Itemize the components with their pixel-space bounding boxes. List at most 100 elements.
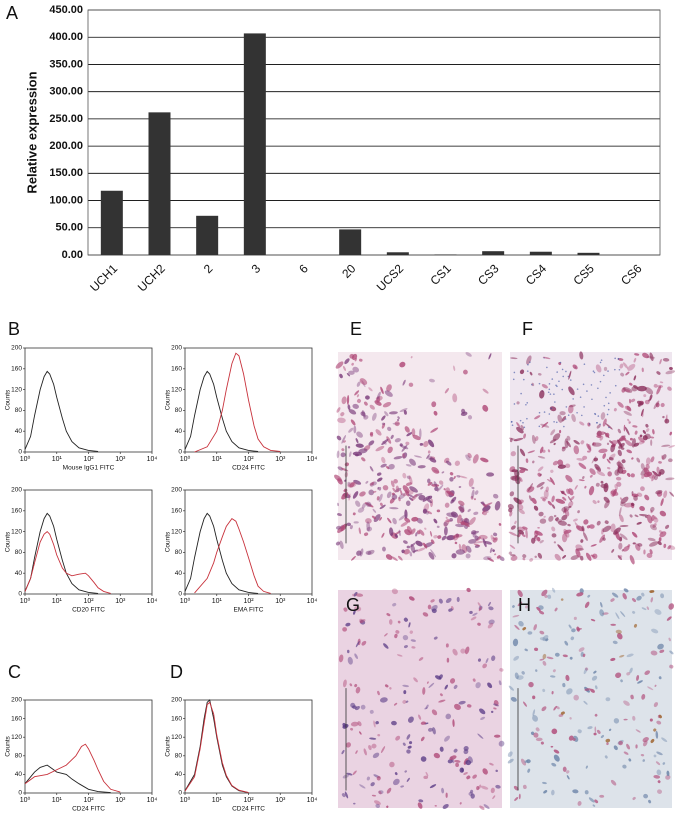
cell — [610, 657, 616, 662]
cell — [630, 473, 635, 478]
cell — [514, 624, 520, 630]
cell — [657, 643, 664, 650]
cell — [374, 800, 381, 805]
cell — [341, 448, 345, 452]
cell — [453, 365, 456, 372]
cell — [568, 386, 575, 396]
micrograph — [507, 587, 675, 808]
cell — [619, 533, 628, 541]
cell — [569, 717, 572, 720]
cell — [529, 371, 533, 376]
y-tick-label: 160 — [171, 508, 182, 515]
cell — [470, 793, 475, 799]
cell — [590, 618, 596, 622]
cell — [658, 461, 662, 464]
cell — [596, 431, 606, 436]
cell — [487, 682, 493, 689]
cell — [357, 721, 362, 727]
cell — [429, 530, 433, 537]
cell — [534, 436, 539, 442]
cell — [571, 628, 576, 633]
cell — [454, 703, 461, 710]
cell — [570, 555, 579, 560]
cell — [361, 410, 366, 418]
y-tick-label: 200 — [171, 487, 182, 494]
cell — [386, 436, 392, 444]
cell — [545, 486, 549, 493]
cell — [542, 653, 547, 660]
cell — [407, 745, 412, 749]
cell — [383, 643, 389, 649]
cell — [627, 544, 631, 548]
cell — [391, 556, 398, 561]
cell — [645, 428, 650, 433]
cell — [529, 558, 534, 562]
cell — [399, 361, 406, 368]
cell — [620, 496, 629, 504]
cell — [371, 794, 377, 797]
cell — [477, 602, 481, 607]
cell — [653, 383, 658, 388]
cell — [534, 415, 541, 420]
cell — [542, 688, 546, 693]
cell — [593, 457, 598, 462]
x-tick-label: UCH1 — [87, 261, 120, 294]
x-tick-label: 10² — [243, 797, 254, 804]
cell — [373, 720, 376, 728]
cell — [623, 751, 629, 755]
y-tick-label: 200 — [171, 697, 182, 704]
cell — [468, 538, 477, 544]
cell — [393, 778, 400, 786]
cell — [576, 388, 579, 390]
cell — [423, 542, 428, 549]
cell — [494, 501, 501, 511]
cell — [562, 654, 568, 658]
cell — [591, 675, 598, 681]
cell — [388, 463, 395, 470]
cell — [369, 466, 374, 472]
x-tick-label: 10³ — [275, 456, 286, 463]
cell — [429, 784, 437, 789]
cell — [658, 676, 662, 680]
cell — [355, 686, 361, 694]
histogram-line — [24, 512, 99, 594]
cell — [610, 623, 617, 626]
cell — [531, 537, 536, 544]
cell — [655, 489, 663, 495]
cell — [522, 557, 526, 561]
cell — [437, 484, 444, 492]
cell — [548, 388, 551, 391]
cell — [617, 357, 620, 360]
cell — [370, 782, 375, 787]
cell — [582, 383, 585, 386]
cell — [460, 648, 466, 654]
bar — [196, 215, 219, 255]
cell — [341, 793, 346, 798]
cell — [446, 512, 457, 518]
cell — [551, 728, 558, 735]
cell — [621, 549, 625, 552]
cell — [484, 540, 492, 545]
cell — [617, 428, 622, 434]
cell — [622, 362, 629, 369]
cell — [617, 449, 622, 457]
cell — [368, 440, 375, 446]
cell — [472, 774, 477, 779]
cell — [629, 437, 633, 441]
cell — [513, 371, 516, 374]
cell — [597, 729, 601, 734]
cell — [450, 678, 456, 684]
cell — [587, 450, 591, 453]
cell — [535, 737, 543, 742]
cell — [498, 680, 502, 686]
cell — [539, 630, 545, 635]
cell — [613, 745, 618, 751]
cell — [361, 640, 367, 646]
bar — [577, 252, 600, 255]
cell — [657, 780, 661, 784]
cell — [359, 619, 366, 623]
cell — [403, 540, 408, 544]
cell — [488, 601, 491, 607]
cell — [559, 361, 562, 364]
cell — [565, 474, 573, 483]
